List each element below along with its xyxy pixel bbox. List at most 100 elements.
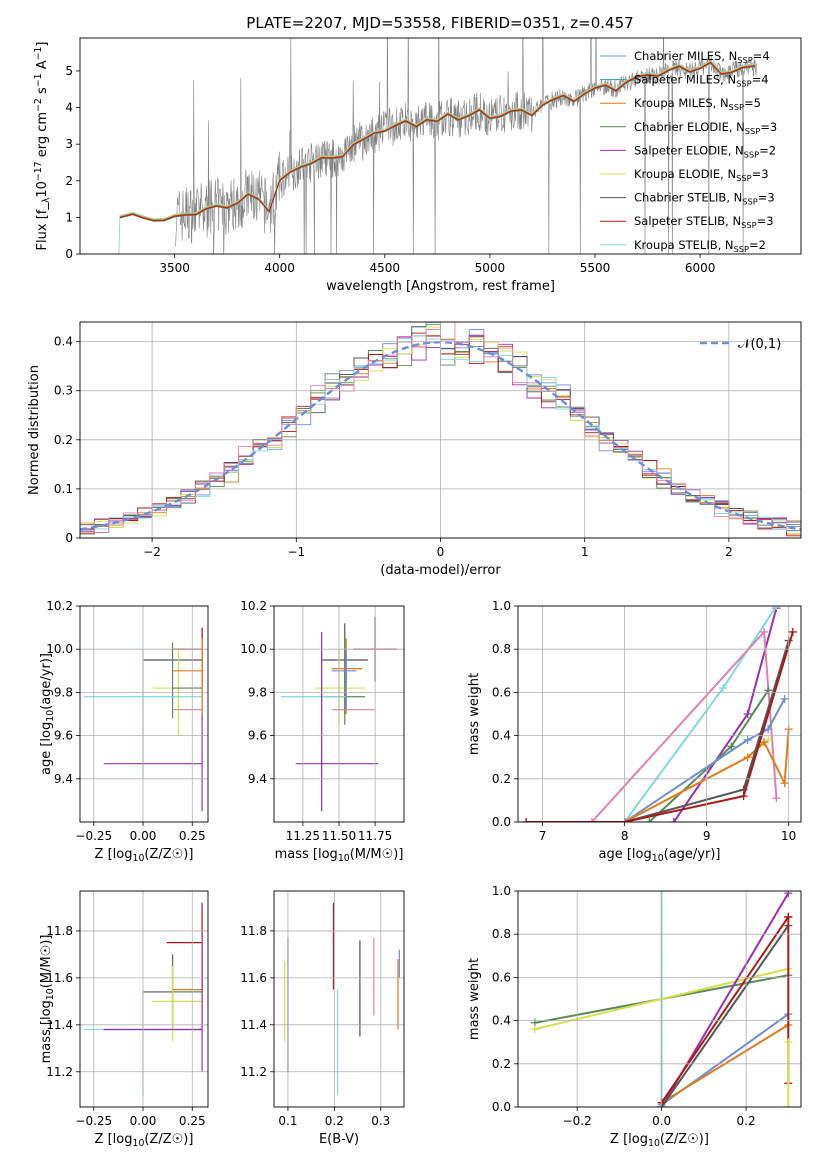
label-part: age [ — [39, 742, 54, 775]
model-chabrier_elodie — [119, 62, 755, 222]
x-tick-label: 9 — [703, 829, 711, 843]
weight-marker-salpeter_stelib — [522, 818, 531, 822]
label-part: 10 — [338, 853, 350, 864]
legend-label-chabrier_elodie: Chabrier ELODIE, NSSP=3 — [634, 120, 777, 136]
label-part: =3 — [757, 214, 774, 228]
chart-title: PLATE=2207, MJD=53558, FIBERID=0351, z=0… — [246, 14, 633, 32]
x-tick-label: 7 — [539, 829, 547, 843]
label-part: log — [113, 847, 133, 862]
x-tick-label: 1 — [581, 545, 589, 559]
weight-marker-kroupa_elodie — [784, 1103, 793, 1107]
panel-mass_vs_z: −0.25 0.00 0.25 11.2 11.4 11.6 11.8 — [46, 890, 209, 1128]
weight-marker-salpeter_elodie — [743, 710, 752, 718]
y-axis-label: mass [log10(M/M☉)] — [39, 935, 56, 1064]
x-tick-label: 3500 — [159, 261, 190, 275]
label-part: −1 — [33, 73, 44, 87]
label-part: s — [35, 87, 50, 98]
label-part: −2 — [33, 98, 44, 112]
weight-marker-kroupa_stelib — [772, 606, 781, 610]
label-part: Salpeter ELODIE, N — [634, 143, 744, 157]
x-tick-label: 5500 — [580, 261, 611, 275]
panel-age_vs_z: −0.25 0.00 0.25 9.4 9.6 9.8 10.0 10.2 — [46, 599, 209, 843]
weight-marker-chabrier_miles — [764, 725, 773, 734]
weight-marker-kroupa_elodie — [530, 1025, 539, 1034]
y-tick-label: 4 — [65, 101, 73, 115]
label-part: log — [113, 1132, 133, 1147]
label-part: A — [35, 60, 50, 73]
panel-weight_vs_age: 7 8 9 10 0.0 0.2 0.4 0.6 0.8 1.0 — [492, 599, 802, 843]
plot-area — [522, 606, 797, 822]
model-kroupa_stelib — [114, 60, 755, 254]
y-tick-label: 9.6 — [54, 729, 73, 743]
x-axis-label: Z [log10(Z/Z☉)] — [610, 1132, 709, 1149]
y-tick-label: 0.2 — [54, 433, 73, 447]
weight-marker-salpeter_elodie — [669, 818, 678, 822]
label-part: 10 — [133, 853, 145, 864]
label-part: (age/yr)] — [39, 653, 54, 710]
weight-line-salpeter_stelib — [660, 916, 790, 1104]
panel-spectrum: 3500 4000 4500 5000 5500 6000 0 1 2 3 4 5 — [65, 37, 802, 275]
panel-age_vs_mass: 11.25 11.50 11.75 9.4 9.6 9.8 10.0 10.2 — [240, 599, 405, 843]
axes-frame — [79, 890, 209, 1108]
y-tick-label: 11.4 — [46, 1018, 73, 1032]
y-tick-label: 11.8 — [46, 924, 73, 938]
label-part: Flux [f_ — [35, 203, 50, 251]
panel-residuals: −2 −1 0 1 2 0 0.1 0.2 0.3 0.4 — [54, 321, 802, 559]
legend-label-normal: 𝒩(0,1) — [738, 337, 781, 352]
label-part: mass [ — [275, 847, 318, 862]
y-tick-label: 9.6 — [248, 729, 267, 743]
label-part: SSP — [737, 55, 752, 65]
label-part: Z [ — [95, 1132, 113, 1147]
weight-marker-kroupa_miles — [760, 738, 769, 747]
x-axis-label: mass [log10(M/M☉)] — [275, 847, 404, 864]
label-part: SSP — [741, 220, 756, 230]
y-tick-label: 1 — [65, 210, 73, 224]
y-tick-label: 0.2 — [492, 1057, 511, 1071]
y-tick-label: 0.6 — [492, 685, 511, 699]
y-tick-label: 0 — [65, 531, 73, 545]
y-tick-label: 9.4 — [54, 772, 73, 786]
y-tick-label: 2 — [65, 174, 73, 188]
x-tick-label: 0.2 — [325, 1114, 344, 1128]
label-part: =4 — [752, 73, 769, 87]
y-axis-label: age [log10(age/yr)] — [39, 653, 56, 775]
y-tick-label: 0.2 — [492, 772, 511, 786]
label-part: E(B-V) — [319, 1132, 359, 1147]
label-part: mass weight — [467, 673, 482, 755]
model-salpeter_stelib — [119, 61, 755, 222]
label-part: (Z/Z☉)] — [660, 1132, 709, 1147]
label-part: Kroupa ELODIE, N — [634, 167, 736, 181]
label-part: Z [ — [610, 1132, 628, 1147]
label-part: mass weight — [467, 958, 482, 1040]
label-part: SSP — [745, 126, 760, 136]
y-tick-label: 0.4 — [492, 729, 511, 743]
x-tick-label: −2 — [143, 545, 161, 559]
label-part: Kroupa STELIB, N — [634, 238, 734, 252]
y-tick-label: 1.0 — [492, 884, 511, 898]
label-part: Normed distribution — [27, 365, 42, 495]
x-axis-label: E(B-V) — [319, 1132, 359, 1147]
label-part: 10 — [35, 181, 50, 198]
x-tick-label: 0.00 — [130, 829, 157, 843]
x-tick-label: 4500 — [370, 261, 401, 275]
label-part: (M/M☉)] — [39, 935, 54, 989]
x-tick-label: 0.25 — [179, 829, 206, 843]
weight-marker-kroupa_miles — [743, 753, 752, 762]
y-axis-label: mass weight — [467, 673, 482, 755]
observed-spectrum — [175, 38, 757, 254]
label-part: SSP — [744, 149, 759, 159]
x-tick-label: 4000 — [264, 261, 295, 275]
panel-mass_vs_ebv: 0.1 0.2 0.3 11.2 11.4 11.6 11.8 — [240, 890, 405, 1128]
label-part: Chabrier STELIB, N — [634, 191, 742, 205]
label-part: (Z/Z☉)] — [144, 847, 193, 862]
label-part: wavelength [Angstrom, rest frame] — [326, 279, 555, 294]
label-part: (data-model)/error — [380, 563, 501, 578]
label-part: log — [628, 1132, 648, 1147]
label-part: SSP — [729, 102, 744, 112]
weight-marker-kroupa_elodie — [764, 735, 773, 744]
weight-marker-pink — [587, 818, 596, 822]
label-part: =4 — [753, 49, 770, 63]
x-tick-label: 8 — [621, 829, 629, 843]
y-tick-label: 0.1 — [54, 482, 73, 496]
